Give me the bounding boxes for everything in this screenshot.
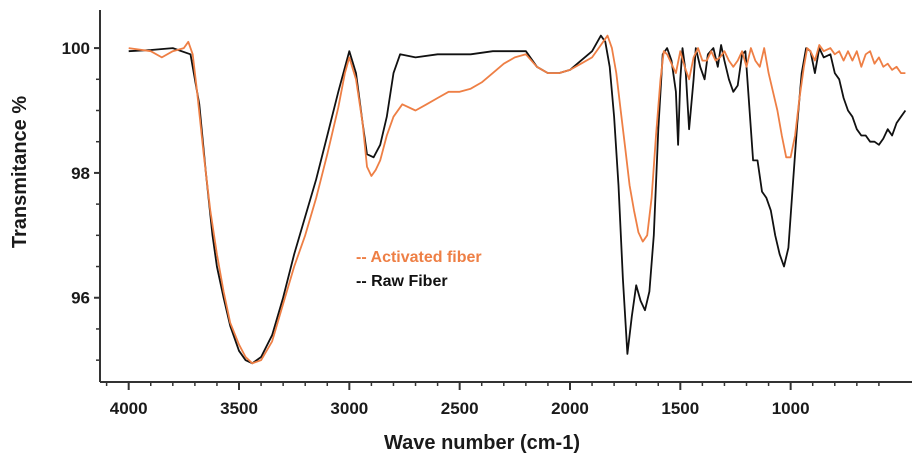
x-tick-label: 3500 [220,399,258,418]
x-tick-label: 3000 [330,399,368,418]
series-line-activated-fiber [128,34,906,365]
y-tick-label: 98 [71,164,90,183]
legend-label-raw-fiber: -- Raw Fiber [356,273,448,290]
series-line-raw-fiber [128,34,907,365]
y-axis-title: Transmitance % [9,96,31,249]
x-tick-label: 2000 [551,399,589,418]
x-tick-label: 2500 [441,399,479,418]
tick-layer: 96 98 100 4000 3500 3000 2500 2000 1500 1000 [62,39,880,418]
series-layer [128,34,907,365]
x-tick-label: 1000 [772,399,810,418]
axis-layer [99,10,912,383]
x-tick-label: 4000 [110,399,148,418]
x-tick-label: 1500 [661,399,699,418]
x-axis-title: Wave number (cm-1) [384,432,580,454]
y-tick-label: 96 [71,289,90,308]
legend: -- Activated fiber -- Raw Fiber [356,249,482,290]
y-tick-label: 100 [62,39,90,58]
legend-label-activated-fiber: -- Activated fiber [356,249,482,266]
